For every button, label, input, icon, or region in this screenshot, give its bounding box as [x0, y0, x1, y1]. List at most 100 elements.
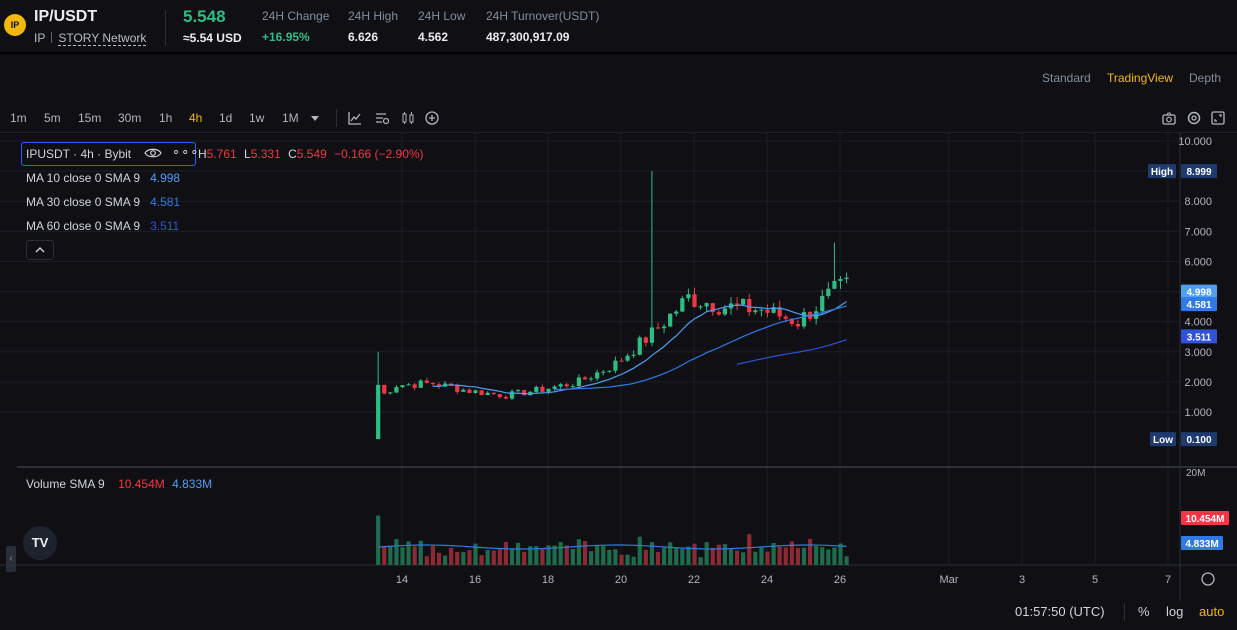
candlesticks: [376, 171, 849, 440]
volume-legend[interactable]: Volume SMA 9 10.454M 4.833M: [26, 477, 212, 491]
volume-bar: [376, 515, 381, 565]
ma30-price-tag-bg: [1181, 297, 1217, 312]
volume-value: 10.454M: [118, 477, 165, 491]
volume-bar: [436, 552, 442, 565]
high-tag-label-bg: [1148, 164, 1176, 179]
candle-body: [789, 318, 794, 324]
more-icon[interactable]: ∘∘∘: [172, 144, 200, 159]
price-tick-label: 6.000: [1184, 256, 1212, 268]
chart-toolbar: 1m 5m 15m 30m 1h 4h 1d 1w 1M: [0, 104, 1237, 132]
stat-value: 4.562: [418, 30, 449, 44]
candles-icon[interactable]: [400, 110, 416, 126]
percent-scale-toggle[interactable]: %: [1138, 604, 1150, 619]
auto-scale-toggle[interactable]: auto: [1199, 604, 1225, 619]
utc-clock[interactable]: 01:57:50 (UTC): [1015, 604, 1105, 619]
candle-body: [376, 384, 381, 440]
volume-bar: [801, 547, 807, 565]
price-chart[interactable]: 10.0009.0008.0007.0006.0005.0004.0003.00…: [0, 133, 1237, 601]
chart-footer: 01:57:50 (UTC) % log auto: [0, 600, 1237, 630]
timeframe-1h[interactable]: 1h: [159, 111, 173, 125]
volume-sma-tag-bg: [1181, 536, 1223, 550]
symbol-legend[interactable]: IPUSDT · 4h · Bybit ∘∘∘: [21, 142, 200, 166]
volume-value-tag-bg: [1181, 511, 1229, 525]
volume-bar: [412, 546, 417, 565]
ma10-legend[interactable]: MA 10 close 0 SMA 9 4.998: [26, 171, 180, 185]
timeframe-5m[interactable]: 5m: [44, 111, 61, 125]
pair-subtitle: IP STORY Network: [34, 31, 147, 46]
settings-icon[interactable]: [1186, 110, 1202, 126]
change-value: −0.166 (−2.90%): [334, 147, 424, 161]
time-tick-label: 22: [688, 574, 700, 586]
candle-body: [534, 386, 539, 392]
candle-body: [576, 377, 582, 387]
candle-body: [546, 388, 551, 392]
ma60-legend[interactable]: MA 60 close 0 SMA 9 3.511: [26, 219, 179, 233]
indicators-icon[interactable]: [374, 110, 390, 126]
tab-standard[interactable]: Standard: [1042, 71, 1091, 85]
volume-bar: [442, 555, 448, 565]
price-axis: 10.0009.0008.0007.0006.0005.0004.0003.00…: [1148, 136, 1229, 550]
volume-bar: [546, 545, 551, 565]
timeframe-1w[interactable]: 1w: [249, 111, 265, 125]
stat-value: 487,300,917.09: [486, 30, 570, 44]
network-link[interactable]: STORY Network: [58, 31, 147, 46]
candle-body: [509, 391, 515, 399]
symbol-label: IPUSDT · 4h · Bybit: [26, 147, 132, 161]
candle-body: [692, 294, 697, 307]
candle-body: [461, 389, 466, 392]
candle-body: [741, 298, 746, 305]
line-chart-icon[interactable]: [347, 110, 363, 126]
ma30-legend[interactable]: MA 30 close 0 SMA 9 4.581: [26, 195, 180, 209]
stat-24h-turnover: 24H Turnover(USDT) 487,300,917.09: [486, 9, 599, 44]
volume-sma-tag: 4.833M: [1185, 539, 1218, 550]
ma-value: 4.581: [150, 195, 181, 209]
divider: [1124, 603, 1125, 621]
timeframe-30m[interactable]: 30m: [118, 111, 142, 125]
chevron-left-icon[interactable]: ‹: [6, 546, 16, 572]
candle-body: [838, 278, 843, 281]
stat-value: +16.95%: [262, 30, 310, 44]
fullscreen-icon[interactable]: [1210, 110, 1226, 126]
ma10-price-tag-bg: [1181, 284, 1217, 299]
price-tick-label: 2.000: [1184, 377, 1212, 389]
candle-body: [801, 312, 807, 327]
volume-bar: [619, 554, 624, 565]
tab-depth[interactable]: Depth: [1189, 71, 1222, 85]
candle-body: [783, 316, 788, 319]
candle-body: [686, 294, 691, 299]
volume-sma-line: [378, 544, 847, 550]
add-icon[interactable]: [424, 110, 440, 126]
candle-body: [674, 311, 679, 314]
chevron-down-icon[interactable]: [307, 110, 323, 126]
ma60-price-tag: 3.511: [1187, 332, 1212, 343]
pair-selector[interactable]: IP/USDT: [34, 8, 98, 25]
chart-pane[interactable]: 10.0009.0008.0007.0006.0005.0004.0003.00…: [0, 132, 1237, 601]
volume-bar: [540, 548, 545, 565]
time-tick-label: Mar: [940, 574, 959, 586]
candle-body: [716, 312, 721, 315]
timeframe-1d[interactable]: 1d: [219, 111, 233, 125]
candle-body: [814, 311, 819, 319]
volume-bar: [783, 547, 788, 565]
log-scale-toggle[interactable]: log: [1166, 604, 1184, 619]
volume-label: Volume SMA 9: [26, 477, 105, 491]
timeframe-4h[interactable]: 4h: [189, 111, 203, 125]
volume-bar: [515, 542, 521, 565]
volume-bar: [497, 548, 502, 565]
camera-icon[interactable]: [1161, 110, 1177, 126]
timeframe-1m[interactable]: 1m: [10, 111, 27, 125]
timeframe-15m[interactable]: 15m: [78, 111, 102, 125]
stat-label: 24H High: [348, 9, 399, 23]
eye-icon[interactable]: [144, 146, 162, 163]
tab-tradingview[interactable]: TradingView: [1107, 71, 1174, 85]
tradingview-logo[interactable]: TV: [23, 526, 57, 560]
candle-body: [558, 384, 563, 387]
volume-bar: [607, 549, 612, 565]
candle-body: [619, 360, 624, 362]
volume-sma-line: [378, 544, 847, 550]
volume-bar: [686, 546, 691, 565]
chevron-up-icon[interactable]: [26, 240, 54, 260]
timeframe-1M[interactable]: 1M: [282, 111, 299, 125]
time-tick-label: 14: [396, 574, 408, 586]
candle-body: [382, 384, 387, 394]
